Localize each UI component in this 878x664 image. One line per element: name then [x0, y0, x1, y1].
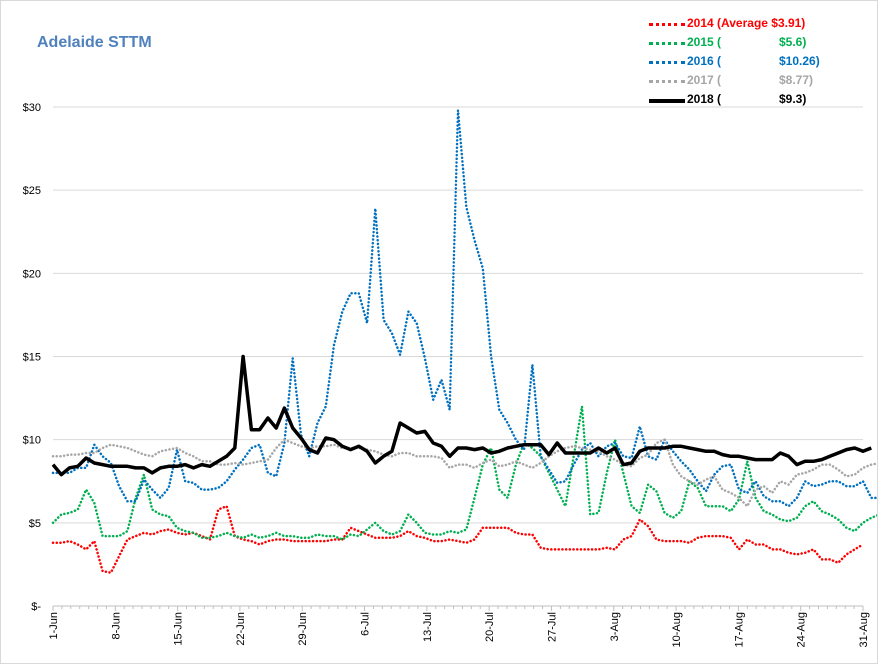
y-tick-label: $10	[23, 435, 41, 447]
legend-average-label: $10.26)	[779, 54, 820, 68]
chart-title: Adelaide STTM	[37, 34, 152, 51]
x-tick-label: 3-Aug	[609, 612, 621, 641]
series-line-1	[51, 405, 877, 541]
x-tick-label: 24-Aug	[796, 612, 808, 647]
x-tick-label: 17-Aug	[733, 612, 745, 647]
legend-swatch	[649, 61, 685, 64]
legend-average-label: $9.3)	[779, 92, 807, 106]
y-tick-label: $25	[23, 185, 41, 197]
legend-swatch	[649, 23, 685, 26]
y-axis-tick-labels: $- $5 $10 $15 $20 $25 $30	[23, 102, 42, 613]
legend-year-label: 2017 (	[687, 73, 722, 87]
legend-swatch	[649, 99, 685, 103]
x-tick-label: 22-Jun	[235, 612, 247, 646]
x-tick-label: 20-Jul	[484, 612, 496, 642]
legend-year-label: 2018 (	[687, 92, 722, 106]
legend-year-label: 2015 (	[687, 35, 722, 49]
y-tick-label: $5	[29, 518, 41, 530]
x-axis-tick-labels: 1-Jun 8-Jun 15-Jun 22-Jun 29-Jun 6-Jul 13-Jul 2…	[48, 612, 870, 647]
x-tick-label: 13-Jul	[422, 612, 434, 642]
axes	[52, 605, 864, 611]
x-tick-label: 8-Jun	[110, 612, 122, 640]
y-tick-label: $15	[23, 352, 41, 364]
y-tick-label: $30	[23, 102, 41, 114]
legend-swatch	[649, 80, 685, 83]
x-tick-label: 6-Jul	[360, 612, 372, 636]
x-tick-label: 1-Jun	[48, 612, 60, 640]
y-tick-label: $20	[23, 268, 41, 280]
gridlines	[53, 106, 863, 524]
y-tick-label: $-	[31, 601, 41, 613]
series-line-2	[51, 109, 877, 508]
x-tick-label: 31-Aug	[858, 612, 870, 647]
series-line-0	[51, 504, 865, 574]
legend-average-label: $8.77)	[779, 73, 814, 87]
x-tick-label: 15-Jun	[173, 612, 185, 646]
legend-average-label: $5.6)	[779, 35, 807, 49]
series-lines	[51, 109, 877, 574]
x-tick-label: 27-Jul	[546, 612, 558, 642]
legend-year-label: 2014 (Average $3.91)	[687, 16, 806, 30]
series-line-4	[51, 354, 872, 477]
x-tick-label: 10-Aug	[671, 612, 683, 647]
legend-swatch	[649, 42, 685, 45]
x-tick-label: 29-Jun	[297, 612, 309, 646]
legend-year-label: 2016 (	[687, 54, 722, 68]
